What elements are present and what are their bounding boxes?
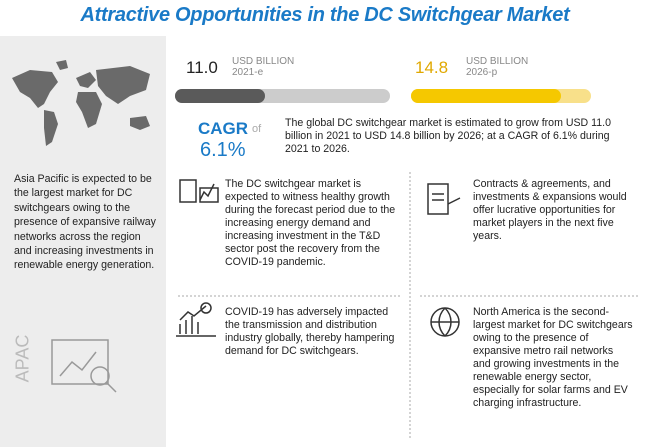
insight-text: COVID-19 has adversely impacted the tran… [225,306,395,357]
insight-text: The DC switchgear market is expected to … [225,178,396,268]
cagr-label: CAGR [198,119,249,138]
cagr-value: 6.1% [200,139,246,161]
region-text: Asia Pacific is expected to be the large… [14,173,156,272]
cagr-of: of [252,123,262,135]
market-start-year: 2021-e [232,67,264,78]
market-end-value: 14.8 [415,58,449,77]
region-label: APAC [12,334,33,383]
insight-text: North America is the second-largest mark… [473,306,633,409]
market-start-value: 11.0 [186,58,218,77]
title: Attractive Opportunities in the DC Switc… [80,4,570,26]
market-end-year: 2026-p [466,67,498,78]
summary: The global DC switchgear market is estim… [285,117,611,155]
insight-text: Contracts & agreements, and investments … [473,178,627,242]
market-end-unit: USD BILLION [466,56,529,67]
market-start-unit: USD BILLION [232,56,295,67]
